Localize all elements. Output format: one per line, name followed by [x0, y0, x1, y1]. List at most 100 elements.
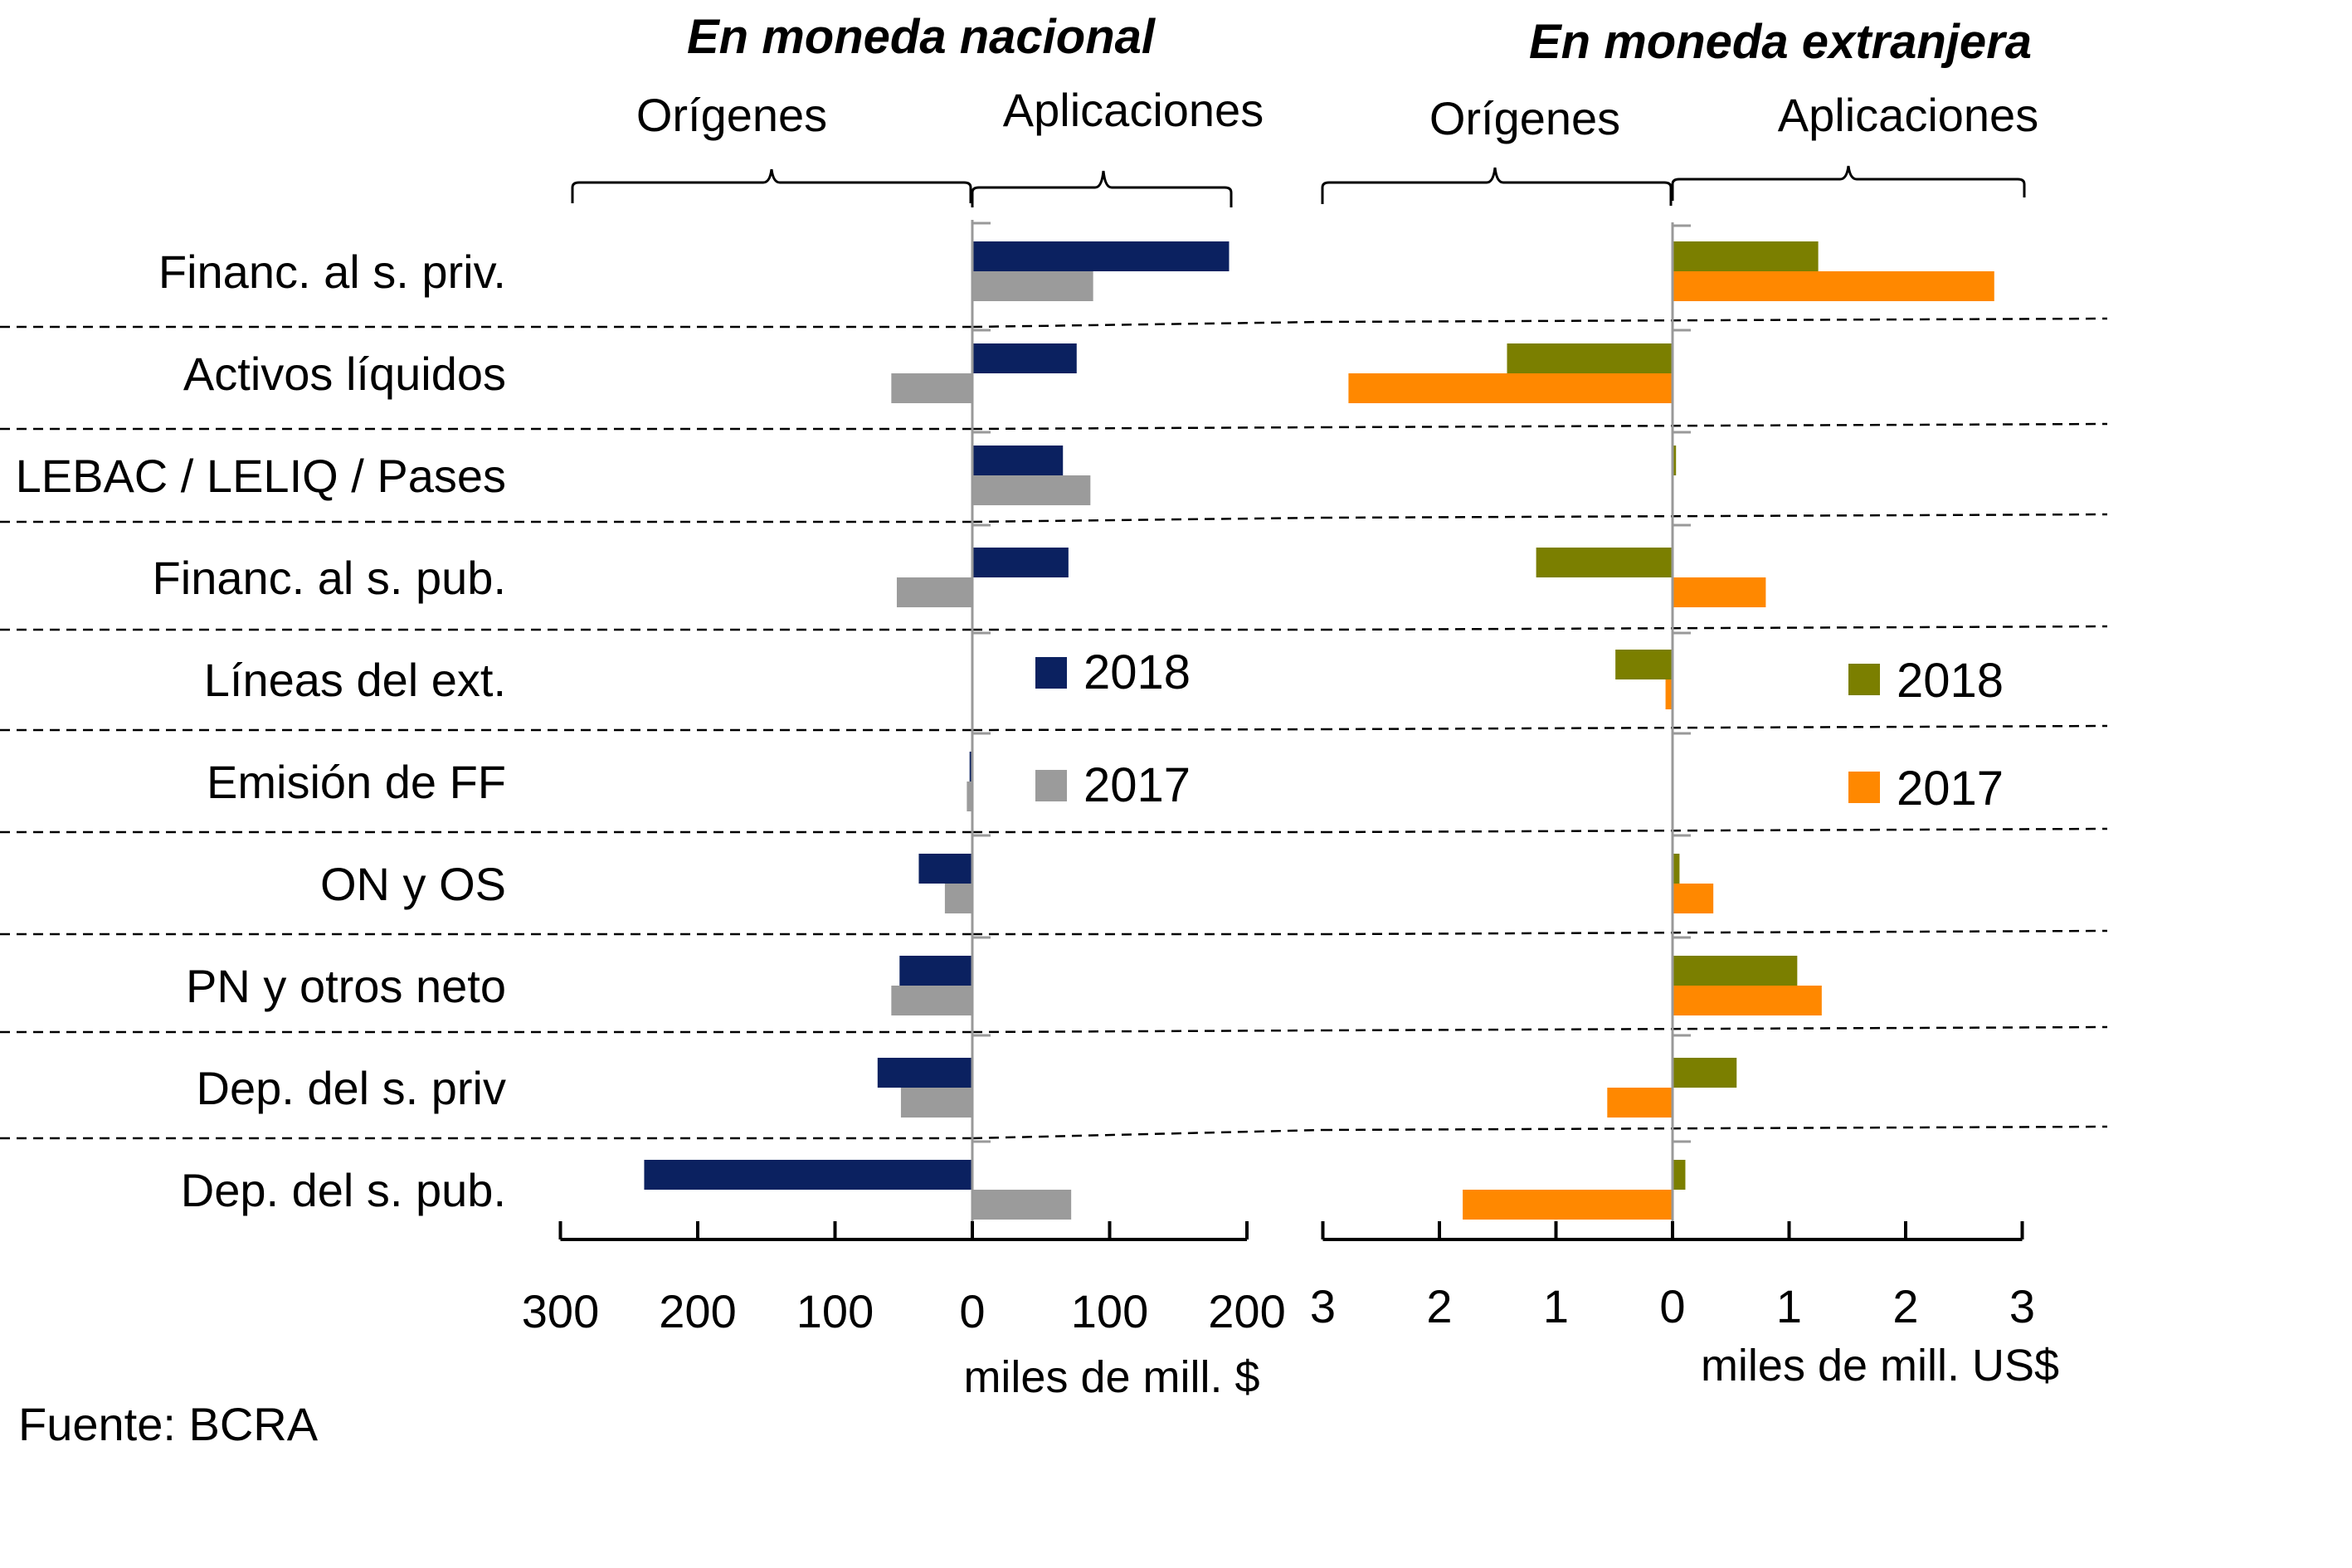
- bar-foreign-2018: [1673, 1160, 1686, 1190]
- category-label: Dep. del s. priv: [197, 1062, 507, 1114]
- x-tick-label-national: 100: [796, 1285, 874, 1337]
- bar-foreign-2018: [1673, 854, 1680, 884]
- x-tick-label-national: 300: [522, 1285, 599, 1337]
- x-axis-label-foreign: miles de mill. US$: [1701, 1341, 2059, 1390]
- category-label: Dep. del s. pub.: [181, 1164, 506, 1216]
- bar-national-2017: [891, 373, 972, 403]
- row-divider: [1322, 422, 2108, 429]
- legend-swatch-foreign-2017: [1848, 772, 1880, 803]
- category-label: Líneas del ext.: [204, 654, 506, 706]
- row-divider: [1322, 1025, 2108, 1032]
- brace-foreign-origins: [1321, 167, 1673, 206]
- legend-swatch-foreign-2018: [1848, 664, 1880, 695]
- row-dividers: [0, 317, 2108, 1140]
- bar-foreign-2017: [1673, 271, 1994, 301]
- bar-national-2018: [899, 956, 972, 986]
- bar-national-2017: [896, 577, 972, 607]
- x-tick-label-foreign: 1: [1776, 1280, 1802, 1332]
- section-label-foreign-applications: Aplicaciones: [1778, 89, 2038, 141]
- bars-foreign: [1348, 241, 1994, 1220]
- bar-national-2017: [972, 475, 1091, 505]
- row-divider: [971, 320, 1323, 329]
- bar-national-2017: [900, 1088, 972, 1118]
- legend-swatch-national-2018: [1035, 657, 1067, 689]
- legend-swatch-national-2017: [1035, 770, 1067, 801]
- bar-foreign-2018: [1507, 343, 1673, 373]
- row-divider: [1322, 929, 2108, 936]
- bar-national-2018: [972, 241, 1230, 271]
- bar-foreign-2018: [1673, 241, 1819, 271]
- category-label: Financ. al s. pub.: [153, 552, 506, 604]
- bar-national-2017: [972, 271, 1093, 301]
- bar-national-2017: [972, 1190, 1072, 1220]
- brace-national-applications: [971, 170, 1233, 207]
- row-divider: [1322, 1125, 2108, 1132]
- x-tick-label-foreign: 2: [1892, 1280, 1918, 1332]
- bar-national-2018: [972, 548, 1069, 577]
- category-label: Emisión de FF: [207, 756, 506, 808]
- panel-title-foreign: En moneda extranjera: [1529, 15, 2032, 69]
- x-tick-label-national: 200: [1208, 1285, 1285, 1337]
- row-divider: [971, 516, 1323, 523]
- row-divider: [1322, 827, 2108, 834]
- bar-national-2018: [644, 1160, 972, 1190]
- source-note: Fuente: BCRA: [18, 1398, 319, 1450]
- category-label: Financ. al s. priv.: [158, 246, 506, 298]
- axes: 300 200 100 0 100 200 3 2 1 0 1 2 3: [522, 220, 2035, 1337]
- row-divider: [971, 1029, 1323, 1034]
- bar-foreign-2017: [1673, 577, 1766, 607]
- bar-foreign-2018: [1536, 548, 1673, 577]
- bar-national-2017: [891, 986, 972, 1015]
- legend-foreign: 2018 2017: [1848, 654, 2004, 816]
- row-divider: [971, 1128, 1323, 1140]
- x-tick-label-national: 0: [959, 1285, 985, 1337]
- row-divider: [1322, 625, 2108, 631]
- bar-national-2018: [918, 854, 972, 884]
- brace-national-origins: [571, 168, 972, 203]
- x-tick-label-foreign: 1: [1543, 1280, 1569, 1332]
- bar-national-2018: [969, 752, 972, 782]
- bar-national-2017: [944, 884, 972, 913]
- legend-national: 2018 2017: [1035, 645, 1191, 812]
- x-tick-label-national: 200: [659, 1285, 736, 1337]
- section-label-national-applications: Aplicaciones: [1003, 84, 1264, 136]
- bar-national-2018: [972, 343, 1077, 373]
- bar-foreign-2017: [1665, 679, 1673, 709]
- bar-foreign-2017: [1673, 986, 1822, 1015]
- legend-label-national-2018: 2018: [1083, 645, 1191, 699]
- row-divider: [1322, 317, 2108, 324]
- row-divider: [1322, 513, 2108, 519]
- bar-foreign-2018: [1673, 1058, 1737, 1088]
- section-label-foreign-origins: Orígenes: [1429, 92, 1620, 144]
- bar-foreign-2017: [1607, 1088, 1673, 1118]
- category-label: ON y OS: [320, 858, 506, 910]
- panel-title-national: En moneda nacional: [687, 10, 1157, 64]
- bar-foreign-2017: [1463, 1190, 1673, 1220]
- bar-foreign-2017: [1348, 373, 1673, 403]
- legend-label-national-2017: 2017: [1083, 758, 1191, 812]
- bar-national-2018: [877, 1058, 972, 1088]
- x-axis-label-national: miles de mill. $: [963, 1352, 1259, 1402]
- bar-national-2017: [967, 782, 972, 811]
- legend-label-foreign-2018: 2018: [1897, 654, 2004, 708]
- bar-foreign-2018: [1615, 650, 1673, 679]
- x-tick-label-foreign: 2: [1426, 1280, 1452, 1332]
- row-divider: [1322, 724, 2108, 731]
- category-label: LEBAC / LELIQ / Pases: [16, 450, 506, 502]
- bar-foreign-2018: [1673, 956, 1798, 986]
- legend-label-foreign-2017: 2017: [1897, 762, 2004, 816]
- x-tick-label-foreign: 3: [2009, 1280, 2035, 1332]
- bar-national-2018: [972, 446, 1064, 475]
- section-label-national-origins: Orígenes: [636, 89, 827, 141]
- row-divider: [971, 728, 1323, 732]
- brace-foreign-applications: [1671, 165, 2026, 201]
- x-tick-label-national: 100: [1071, 1285, 1148, 1337]
- bars-national: [644, 241, 1230, 1220]
- bar-foreign-2018: [1673, 446, 1677, 475]
- row-divider: [971, 426, 1323, 431]
- category-label: PN y otros neto: [186, 960, 506, 1012]
- category-label: Activos líquidos: [183, 348, 506, 400]
- bar-foreign-2017: [1673, 884, 1714, 913]
- x-tick-label-foreign: 0: [1659, 1280, 1685, 1332]
